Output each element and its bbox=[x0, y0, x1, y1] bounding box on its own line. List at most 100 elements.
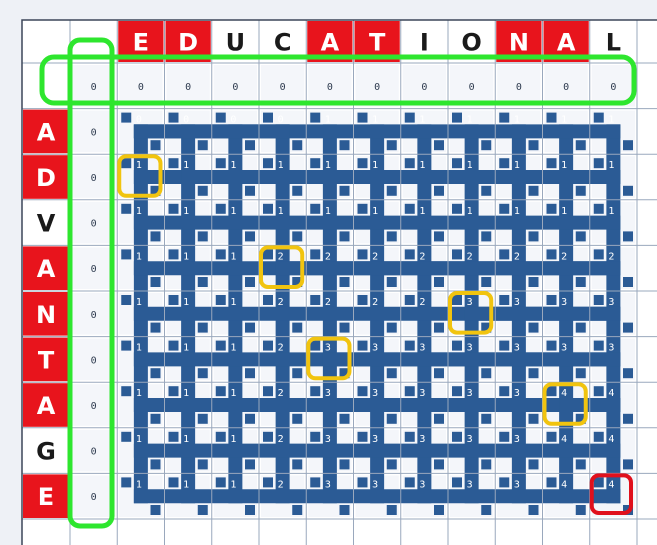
table-value: 0 bbox=[136, 115, 142, 126]
path-node bbox=[452, 158, 462, 169]
table-value: 3 bbox=[561, 343, 567, 354]
path-node bbox=[386, 459, 397, 470]
path-node bbox=[150, 368, 161, 379]
table-value: 1 bbox=[183, 434, 189, 445]
path-node bbox=[292, 368, 303, 379]
base-col-value: 0 bbox=[91, 447, 97, 458]
result-box bbox=[589, 473, 633, 515]
top-letter: E bbox=[133, 29, 149, 57]
table-value: 1 bbox=[325, 160, 331, 171]
table-cell bbox=[450, 65, 494, 107]
path-node bbox=[310, 340, 321, 351]
path-node bbox=[434, 322, 444, 333]
path-node bbox=[575, 185, 586, 196]
table-value: 1 bbox=[183, 343, 189, 354]
path-node bbox=[215, 477, 226, 488]
path-node bbox=[386, 505, 397, 515]
path-node bbox=[481, 368, 492, 379]
path-node bbox=[339, 322, 350, 333]
path-node bbox=[150, 505, 161, 515]
path-node bbox=[386, 140, 397, 151]
path-node bbox=[357, 340, 368, 351]
path-node bbox=[310, 431, 321, 442]
path-node bbox=[404, 203, 415, 214]
path-node bbox=[215, 203, 226, 214]
base-col-value: 0 bbox=[91, 127, 97, 138]
path-node bbox=[150, 413, 161, 424]
path-node bbox=[121, 340, 132, 351]
path-node bbox=[357, 386, 368, 397]
path-node bbox=[310, 386, 321, 397]
table-value: 1 bbox=[136, 160, 142, 171]
path-node bbox=[150, 322, 161, 333]
match-box bbox=[306, 336, 352, 381]
table-value: 3 bbox=[325, 434, 331, 445]
path-node bbox=[434, 185, 444, 196]
path-node bbox=[310, 477, 321, 488]
left-letter-cell bbox=[23, 292, 69, 336]
path-node bbox=[404, 112, 415, 123]
top-letter: N bbox=[509, 29, 529, 57]
table-value: 1 bbox=[467, 115, 473, 126]
left-letter-cell bbox=[23, 200, 69, 245]
path-node bbox=[623, 231, 633, 242]
table-value: 2 bbox=[325, 297, 331, 308]
path-node bbox=[528, 459, 539, 470]
path-node bbox=[434, 368, 444, 379]
path-node bbox=[593, 386, 604, 397]
table-value: 1 bbox=[561, 160, 567, 171]
match-box bbox=[542, 382, 588, 426]
path-node bbox=[386, 413, 397, 424]
table-value: 3 bbox=[419, 343, 425, 354]
path-node bbox=[404, 431, 415, 442]
path-node bbox=[263, 340, 273, 351]
path-node bbox=[481, 140, 492, 151]
path-node bbox=[121, 477, 132, 488]
path-node bbox=[197, 505, 208, 515]
table-value: 1 bbox=[561, 206, 567, 217]
table-value: 3 bbox=[608, 343, 614, 354]
table-value: 1 bbox=[183, 297, 189, 308]
path-node bbox=[481, 505, 492, 515]
path-node bbox=[357, 431, 368, 442]
path-node bbox=[357, 249, 368, 260]
table-value: 2 bbox=[278, 479, 284, 490]
table-value: 0 bbox=[183, 115, 189, 126]
table-value: 4 bbox=[608, 388, 614, 399]
path-node bbox=[215, 158, 226, 169]
path-node bbox=[263, 158, 273, 169]
path-node bbox=[528, 368, 539, 379]
table-value: 2 bbox=[325, 251, 331, 262]
path-node bbox=[593, 112, 604, 123]
path-node bbox=[292, 140, 303, 151]
table-value: 3 bbox=[467, 343, 473, 354]
left-letter: E bbox=[38, 483, 54, 511]
path-node bbox=[168, 249, 179, 260]
path-node bbox=[292, 185, 303, 196]
path-node bbox=[499, 477, 510, 488]
path-node bbox=[481, 459, 492, 470]
table-value: 2 bbox=[467, 251, 473, 262]
path-node bbox=[215, 249, 226, 260]
path-node bbox=[452, 431, 462, 442]
path-node bbox=[292, 505, 303, 515]
left-letter-cell bbox=[23, 246, 69, 290]
path-node bbox=[197, 322, 208, 333]
table-value: 1 bbox=[514, 206, 520, 217]
path-node bbox=[245, 277, 255, 287]
path-node bbox=[528, 413, 539, 424]
path-node bbox=[528, 277, 539, 287]
path-node bbox=[546, 340, 557, 351]
path-node bbox=[245, 322, 255, 333]
table-value: 3 bbox=[514, 434, 520, 445]
table-value: 1 bbox=[372, 160, 378, 171]
path-node bbox=[499, 340, 510, 351]
path-node bbox=[499, 431, 510, 442]
path-node bbox=[452, 386, 462, 397]
base-row-value: 0 bbox=[327, 82, 333, 93]
table-value: 3 bbox=[514, 297, 520, 308]
path-node bbox=[357, 203, 368, 214]
path-node bbox=[263, 295, 273, 305]
path-node bbox=[197, 231, 208, 242]
